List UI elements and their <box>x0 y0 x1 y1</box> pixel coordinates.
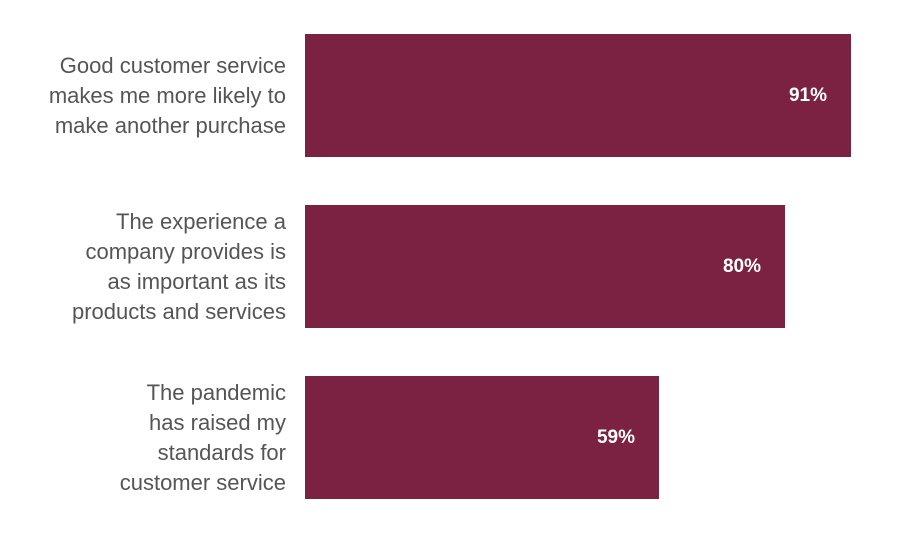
category-label-line: standards for <box>157 439 286 465</box>
data-label: 91% <box>788 84 827 106</box>
category-label-line: The experience a <box>116 208 286 234</box>
category-label-line: company provides is <box>85 238 286 264</box>
category-label: The experience a company provides is as im… <box>0 207 286 327</box>
category-label-line: as important as its <box>107 268 286 294</box>
bar <box>305 205 785 328</box>
bar <box>305 376 659 499</box>
category-label-line: make another purchase <box>54 112 286 138</box>
category-label-line: Good customer service <box>59 52 286 78</box>
data-label: 80% <box>722 255 761 277</box>
category-label-line: has raised my <box>149 409 286 435</box>
bar <box>305 34 851 157</box>
category-label: The pandemic has raised my standards for cu… <box>0 378 286 498</box>
category-label-line: products and services <box>72 298 286 324</box>
data-label: 59% <box>596 426 635 448</box>
category-label-line: makes me more likely to <box>48 82 286 108</box>
category-label: Good customer service makes me more likel… <box>0 51 286 141</box>
category-label-line: customer service <box>119 469 286 495</box>
category-label-line: The pandemic <box>146 379 286 405</box>
